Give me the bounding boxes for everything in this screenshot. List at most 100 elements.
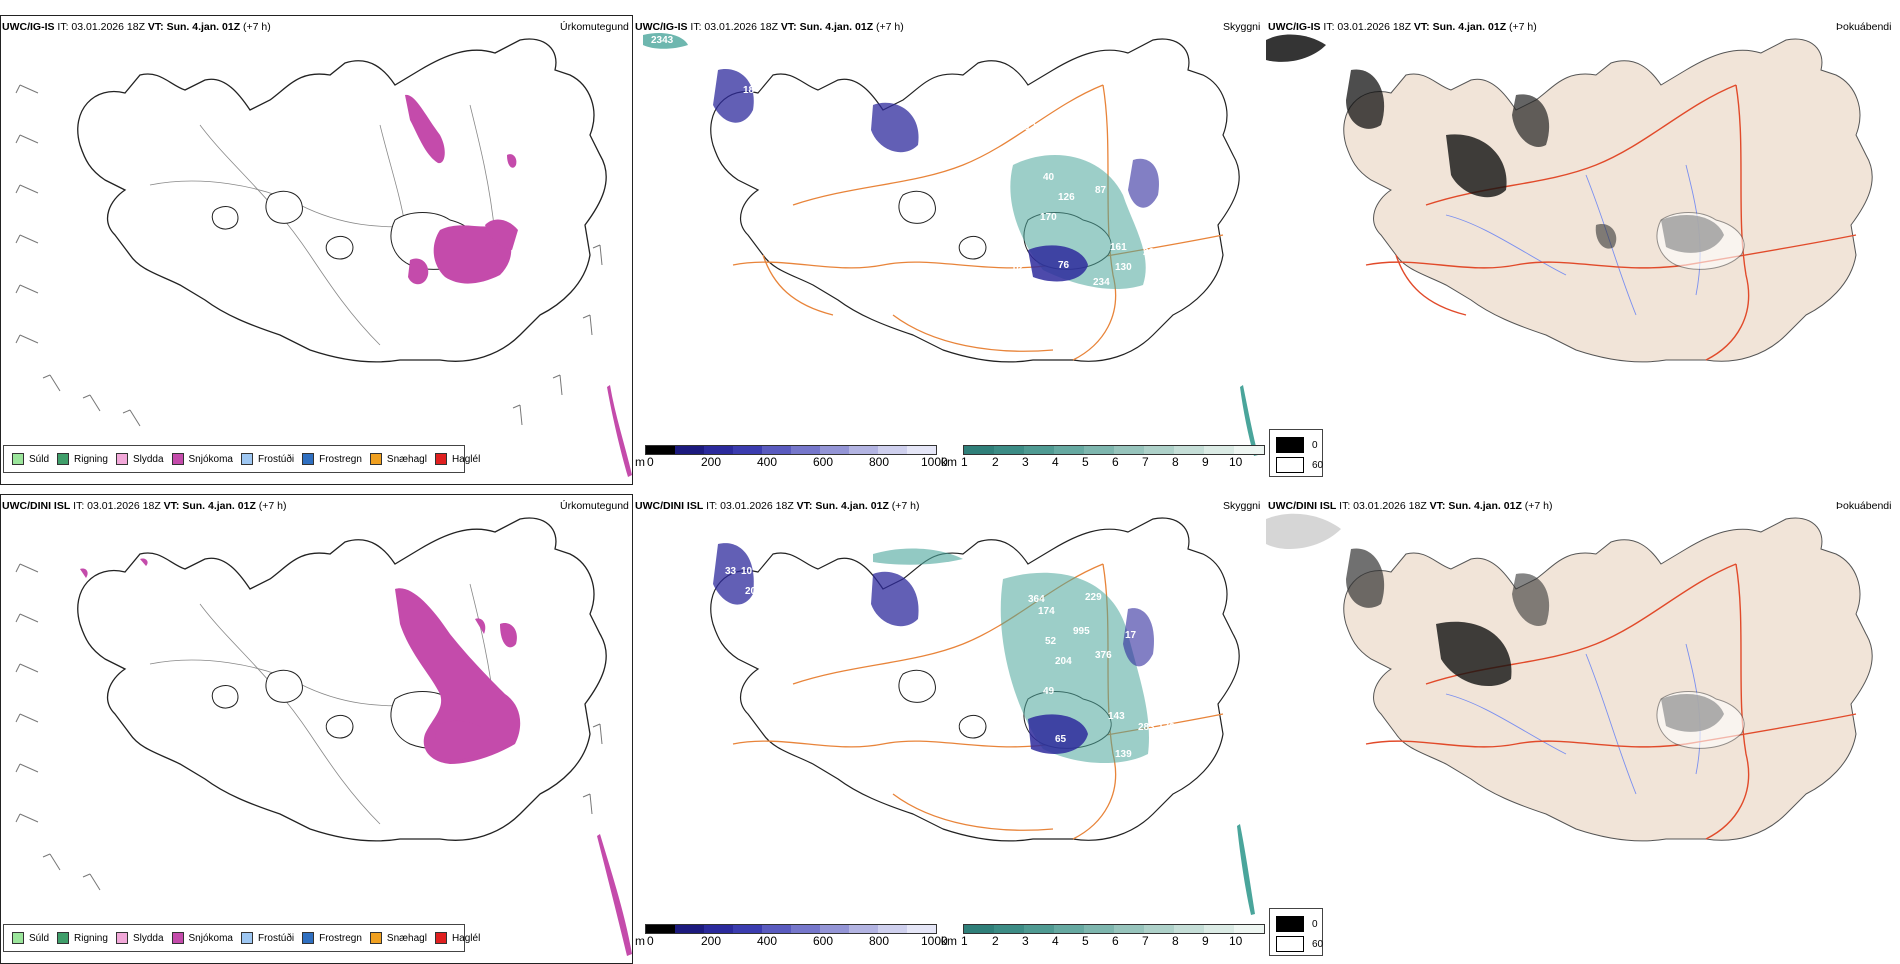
tick-label: 5 [1082,455,1089,469]
tick-label: 800 [869,934,890,948]
cloud-label: 170 [1040,212,1057,223]
tick-label: 1 [961,455,968,469]
cloud-label: 139 [1115,749,1132,760]
cloud-label: 20 [743,67,755,78]
cloud-label: 995 [1073,626,1090,637]
cloud-label: 178 [1158,722,1175,733]
legend-frostregn: Frostregn [302,453,362,465]
legend-suld: Súld [12,932,49,944]
cloud-label: 88 [928,112,940,123]
legend-snaehagl: Snæhagl [369,932,427,944]
panel-header: UWC/IG-IS IT: 03.01.2026 18Z VT: Sun. 4.… [635,21,904,33]
tick-label: 0 [647,455,654,469]
cloud-label: 87 [1095,185,1107,196]
legend-suld: Súld [12,453,49,465]
cloud-label: 130 [1115,262,1132,273]
fog-map [1266,34,1873,363]
snow-areas [405,94,518,285]
cloud-label: 40 [1043,172,1055,183]
cloud-label: 174 [1038,606,1055,617]
tick-label: 1000 [921,455,948,469]
cloud-base-colorbar [645,924,937,934]
tick-label: 10 [1229,455,1243,469]
cloud-label: 17 [1125,630,1137,641]
cloud-label: 234 [1093,277,1110,288]
tick-label: 7 [1142,934,1149,948]
precip-type-legend: Súld Rigning Slydda Snjókoma Frostúði Fr… [3,924,480,952]
precip-map [15,38,632,477]
tick-label: 6 [1112,934,1119,948]
cloud-label: 76 [1058,260,1070,271]
fog-panel-row2: UWC/DINI ISL IT: 03.01.2026 18Z VT: Sun.… [1266,494,1899,964]
tick-label: 5 [1082,934,1089,948]
tick-label: 9 [1202,455,1209,469]
tick-label: 0 [647,934,654,948]
tick-label: 400 [757,455,778,469]
tick-label: 2 [992,934,999,948]
cloud-top-colorbar [963,445,1265,455]
precip-panel-row1: UWC/IG-IS IT: 03.01.2026 18Z VT: Sun. 4.… [0,15,633,485]
panel-title: Úrkomutegund [560,21,629,33]
precip-type-legend: Súld Rigning Slydda Snjókoma Frostúði Fr… [3,445,480,473]
panel-header: UWC/DINI ISL IT: 03.01.2026 18Z VT: Sun.… [2,500,287,512]
cloud-fields [643,33,1258,456]
tick-label: 1 [961,934,968,948]
cloud-map: 2343 20 18 127 88 88 120 239 40 126 87 1… [643,33,1258,456]
tick-label: 2 [992,455,999,469]
cloud-label: 120 [1025,122,1042,133]
precip-map [15,517,632,956]
cloud-label: 65 [1055,734,1067,745]
cloud-label: 33 [725,566,737,577]
fog-map [1266,513,1873,842]
fog-legend-light: 60 [1276,457,1323,473]
cloud-label: 18 [743,85,755,96]
legend-rigning: Rigning [57,453,108,465]
unit-label: m [635,934,645,948]
cloud-top-colorbar [963,924,1265,934]
unit-label: km [941,455,957,469]
tick-label: 3 [1022,934,1029,948]
tick-label: 4 [1052,455,1059,469]
legend-haglel: Haglél [434,453,480,465]
tick-label: 6 [1112,455,1119,469]
cloud-map: 33 10 20 70 9 10 364 174 229 995 52 376 … [710,517,1255,915]
cloud-label: 127 [773,119,790,130]
cloud-label: 161 [1110,242,1127,253]
tick-label: 9 [1202,934,1209,948]
cloud-label: 78 [1019,736,1031,747]
wind-barbs [15,74,603,427]
legend-haglel: Haglél [434,932,480,944]
tick-label: 4 [1052,934,1059,948]
legend-rigning: Rigning [57,932,108,944]
tick-label: 8 [1172,934,1179,948]
panel-header: UWC/IG-IS IT: 03.01.2026 18Z VT: Sun. 4.… [2,21,271,33]
precip-panel-row2: UWC/DINI ISL IT: 03.01.2026 18Z VT: Sun.… [0,494,633,964]
tick-label: 600 [813,934,834,948]
cloud-label: 283 [1138,722,1155,733]
panel-title: Skyggni [1223,21,1261,33]
panel-title: Úrkomutegund [560,500,629,512]
legend-snjokoma: Snjókoma [171,932,233,944]
panel-header: UWC/IG-IS IT: 03.01.2026 18Z VT: Sun. 4.… [1268,21,1537,33]
cloud-label: 49 [1043,686,1055,697]
cloud-label: 2343 [651,35,674,46]
panel-title: Þokuábendi [1836,500,1892,512]
cloud-label: 88 [935,135,947,146]
cloud-label: 364 [1028,594,1045,605]
cloud-label: 10 [925,608,937,619]
unit-label: m [635,455,645,469]
tick-label: 1000 [921,934,948,948]
tick-label: 8 [1172,455,1179,469]
tick-label: 600 [813,455,834,469]
legend-frostregn: Frostregn [302,932,362,944]
cloud-label: 376 [1095,650,1112,661]
cloud-label: 167 [1029,754,1046,765]
tick-label: 3 [1022,455,1029,469]
cloud-label: 70 [793,604,805,615]
cloud-label: 9 [933,591,939,602]
tick-label: 200 [701,934,722,948]
legend-frostudi: Frostúði [240,453,294,465]
tick-label: 200 [701,455,722,469]
cloud-base-colorbar [645,445,937,455]
visibility-panel-row1: UWC/IG-IS IT: 03.01.2026 18Z VT: Sun. 4.… [633,15,1266,485]
